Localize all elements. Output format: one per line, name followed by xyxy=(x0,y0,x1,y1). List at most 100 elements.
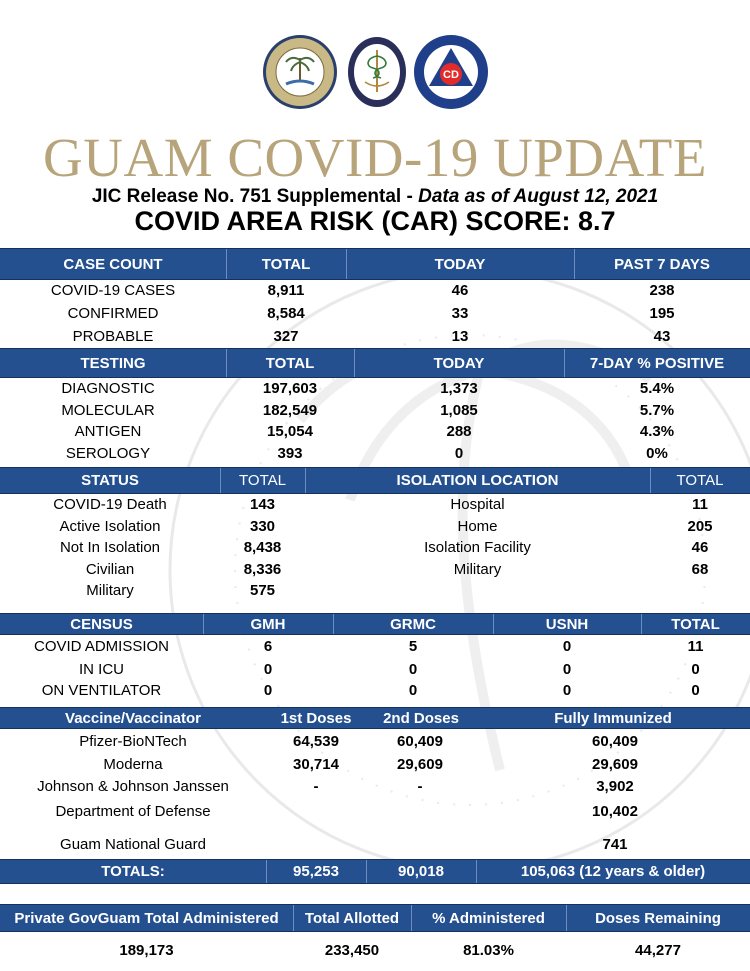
testing-row-positive: 0% xyxy=(646,445,668,462)
case-count-row-total: 8,911 xyxy=(267,282,305,299)
census-row-label: ON VENTILATOR xyxy=(41,682,162,699)
census-row-usnh: 0 xyxy=(562,682,572,699)
totals-label: TOTALS: xyxy=(101,863,165,880)
census-usnh-header: USNH xyxy=(545,615,589,633)
vaccine-first-doses-header: 1st Doses xyxy=(280,709,352,727)
vaccine-row-fully: 10,402 xyxy=(592,803,638,820)
release-line: JIC Release No. 751 Supplemental - Data … xyxy=(0,186,750,208)
census-row-total: 11 xyxy=(687,638,704,655)
isolation-row-total: 11 xyxy=(692,496,708,513)
case-count-row-7days: 43 xyxy=(653,328,671,345)
census-row-usnh: 0 xyxy=(562,638,572,655)
case-count-total-header: TOTAL xyxy=(261,255,311,273)
vaccine-row-fully: 29,609 xyxy=(592,756,638,773)
census-row-total: 0 xyxy=(691,682,700,699)
vaccine-row-fully: 741 xyxy=(602,836,628,853)
status-row-label: COVID-19 Death xyxy=(53,496,167,513)
vaccine-row-second: 60,409 xyxy=(397,733,443,750)
isolation-row-total: 46 xyxy=(691,539,709,556)
vaccine-header: Vaccine/Vaccinator 1st Doses 2nd Doses F… xyxy=(0,707,750,729)
vaccine-row-fully: 60,409 xyxy=(592,733,638,750)
vaccine-label: Vaccine/Vaccinator xyxy=(65,709,201,727)
vaccine-fully-immunized-header: Fully Immunized xyxy=(554,709,672,727)
isolation-row-label: Home xyxy=(457,518,498,535)
case-count-7days-header: PAST 7 DAYS xyxy=(614,255,710,273)
census-gmh-header: GMH xyxy=(250,615,286,633)
testing-row-total: 393 xyxy=(277,445,303,462)
isolation-total-header: TOTAL xyxy=(676,472,724,489)
isolation-row-total: 68 xyxy=(691,561,709,578)
case-count-row-7days: 238 xyxy=(649,282,675,299)
testing-row-label: ANTIGEN xyxy=(74,423,142,440)
isolation-location-header: ISOLATION LOCATION xyxy=(396,472,559,489)
testing-row-positive: 5.7% xyxy=(639,402,675,419)
census-header: CENSUS GMH GRMC USNH TOTAL xyxy=(0,613,750,635)
census-row-gmh: 0 xyxy=(263,682,273,699)
status-row-total: 8,336 xyxy=(243,561,282,578)
testing-row-total: 15,054 xyxy=(267,423,313,440)
status-row-label: Civilian xyxy=(85,561,135,578)
govguam-header: Private GovGuam Total Administered Total… xyxy=(0,904,750,932)
car-score: COVID AREA RISK (CAR) SCORE: 8.7 xyxy=(134,206,616,236)
testing-header: TESTING TOTAL TODAY 7-DAY % POSITIVE xyxy=(0,348,750,378)
census-row-gmh: 0 xyxy=(263,661,273,678)
case-count-row-total: 8,584 xyxy=(267,305,305,322)
testing-row-today: 1,085 xyxy=(440,402,478,419)
census-row-total: 0 xyxy=(691,661,700,678)
isolation-row-total: 205 xyxy=(687,518,713,535)
vaccine-row-label: Johnson & Johnson Janssen xyxy=(37,778,229,795)
case-count-row-label: CONFIRMED xyxy=(67,305,159,322)
testing-total-header: TOTAL xyxy=(265,354,315,372)
totals-fully-immunized: 105,063 (12 years & older) xyxy=(520,863,706,880)
testing-row-label: DIAGNOSTIC xyxy=(61,380,155,397)
govguam-administered-value: 189,173 xyxy=(119,942,174,959)
status-row-label: Military xyxy=(86,582,134,599)
census-row-gmh: 6 xyxy=(263,638,273,655)
totals-second-doses: 90,018 xyxy=(398,863,444,880)
civil-defense-seal-icon: CD xyxy=(414,35,488,109)
vaccine-row-first: 64,539 xyxy=(293,733,339,750)
case-count-row-total: 327 xyxy=(273,328,299,345)
case-count-row-today: 13 xyxy=(451,328,469,345)
case-count-row-label: COVID-19 CASES xyxy=(50,282,176,299)
case-count-label: CASE COUNT xyxy=(63,255,163,273)
vaccine-row-label: Moderna xyxy=(103,756,163,773)
census-row-grmc: 0 xyxy=(408,661,418,678)
cd-logo-text: CD xyxy=(443,69,459,81)
govguam-remaining-header: Doses Remaining xyxy=(595,909,721,927)
totals-bar: TOTALS: 95,253 90,018 105,063 (12 years … xyxy=(0,859,750,884)
testing-row-today: 1,373 xyxy=(440,380,478,397)
govguam-administered-header: Private GovGuam Total Administered xyxy=(14,909,279,927)
vaccine-row-label: Guam National Guard xyxy=(60,836,206,853)
isolation-row-label: Isolation Facility xyxy=(424,539,531,556)
vaccine-second-doses-header: 2nd Doses xyxy=(383,709,459,727)
census-total-header: TOTAL xyxy=(671,615,720,633)
status-label: STATUS xyxy=(81,472,139,489)
vaccine-row-second: - xyxy=(417,778,423,795)
testing-row-total: 182,549 xyxy=(262,402,318,419)
header-logos: CD xyxy=(0,34,750,110)
testing-row-today: 0 xyxy=(454,445,464,462)
census-row-usnh: 0 xyxy=(562,661,572,678)
census-label: CENSUS xyxy=(70,615,133,633)
testing-today-header: TODAY xyxy=(433,354,485,372)
census-row-label: COVID ADMISSION xyxy=(33,638,170,655)
case-count-today-header: TODAY xyxy=(434,255,486,273)
public-health-seal-icon xyxy=(348,37,406,107)
govguam-percent-value: 81.03% xyxy=(463,942,514,959)
case-count-row-today: 33 xyxy=(451,305,469,322)
vaccine-row-first: 30,714 xyxy=(293,756,339,773)
census-row-grmc: 5 xyxy=(408,638,418,655)
testing-row-positive: 5.4% xyxy=(639,380,675,397)
status-row-total: 143 xyxy=(249,496,276,513)
release-number: JIC Release No. 751 Supplemental - xyxy=(91,186,419,207)
isolation-row-label: Hospital xyxy=(450,496,505,513)
status-header: STATUS TOTAL ISOLATION LOCATION TOTAL xyxy=(0,467,750,494)
govguam-allotted-value: 233,450 xyxy=(324,942,380,959)
testing-row-today: 288 xyxy=(446,423,472,440)
case-count-row-today: 46 xyxy=(451,282,469,299)
testing-row-label: SEROLOGY xyxy=(65,445,151,462)
testing-row-total: 197,603 xyxy=(262,380,318,397)
vaccine-row-fully: 3,902 xyxy=(596,778,634,795)
census-grmc-header: GRMC xyxy=(390,615,436,633)
